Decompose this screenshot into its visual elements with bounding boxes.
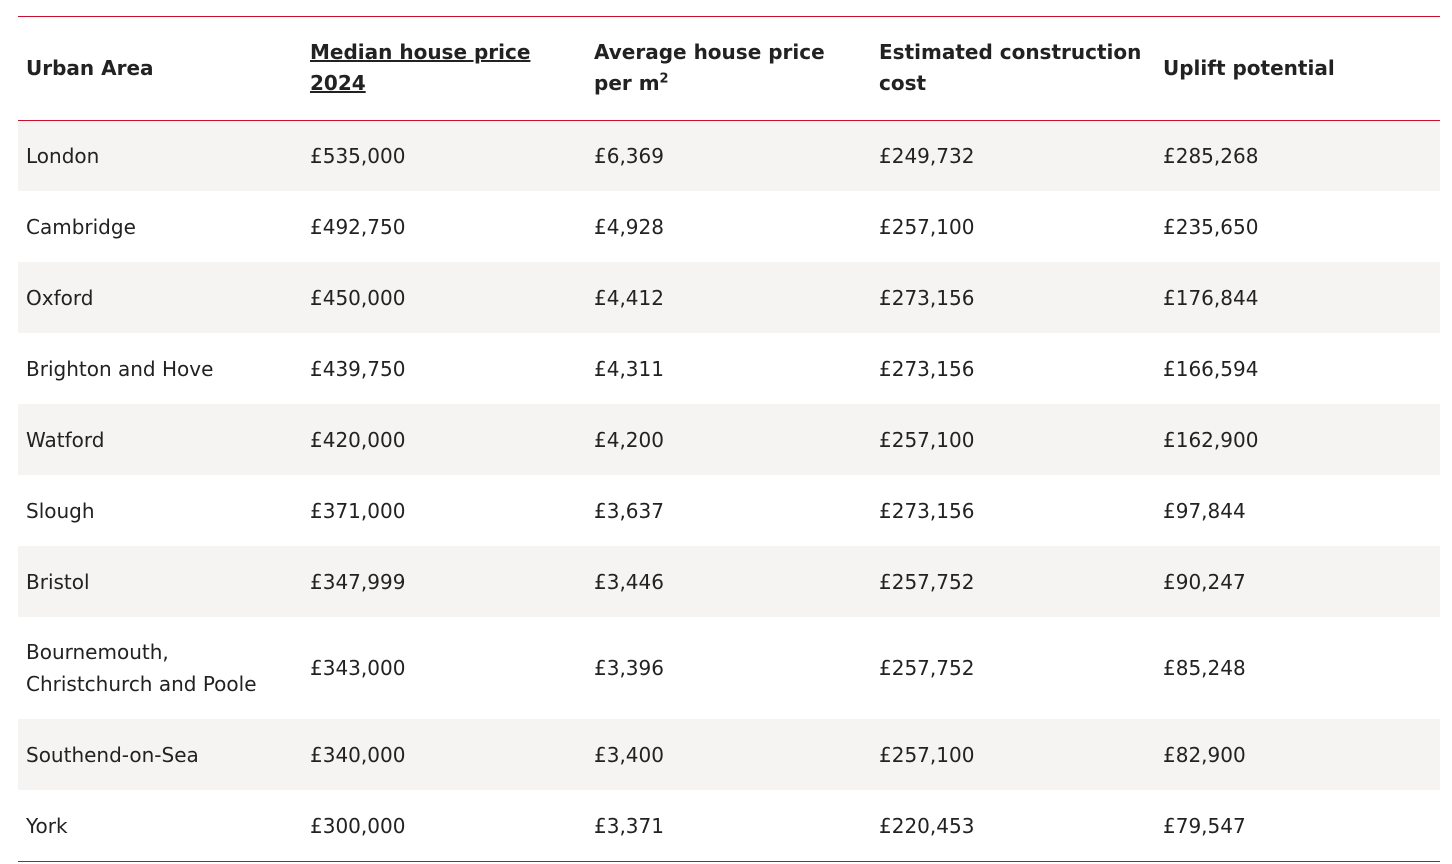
cell-median: £347,999: [310, 569, 406, 594]
cell-per-m2: £3,637: [594, 498, 664, 523]
cell-median: £439,750: [310, 356, 406, 381]
cell-construction: £257,100: [879, 427, 975, 452]
table-row: Slough £371,000 £3,637 £273,156 £97,844: [18, 475, 1440, 546]
table-row: Brighton and Hove £439,750 £4,311 £273,1…: [18, 333, 1440, 404]
cell-uplift: £162,900: [1163, 427, 1259, 452]
table-body: London £535,000 £6,369 £249,732 £285,268…: [18, 120, 1440, 861]
house-price-table: Urban Area Median house price 2024 Avera…: [18, 17, 1440, 861]
table-row: London £535,000 £6,369 £249,732 £285,268: [18, 120, 1440, 191]
cell-construction: £273,156: [879, 285, 975, 310]
cell-construction: £257,752: [879, 656, 975, 680]
cell-construction: £257,100: [879, 214, 975, 239]
table-row: Cambridge £492,750 £4,928 £257,100 £235,…: [18, 191, 1440, 262]
cell-per-m2: £3,371: [594, 813, 664, 838]
cell-uplift: £166,594: [1163, 356, 1259, 381]
cell-construction: £257,100: [879, 742, 975, 767]
cell-uplift: £82,900: [1163, 742, 1246, 767]
cell-construction: £220,453: [879, 813, 975, 838]
cell-uplift: £97,844: [1163, 498, 1246, 523]
cell-median: £343,000: [310, 656, 406, 680]
cell-area: London: [26, 143, 100, 168]
cell-area: Bournemouth, Christchurch and Poole: [26, 640, 257, 696]
cell-area: Bristol: [26, 569, 90, 594]
header-uplift-label: Uplift potential: [1163, 55, 1335, 80]
cell-uplift: £85,248: [1163, 656, 1246, 680]
cell-median: £420,000: [310, 427, 406, 452]
house-price-table-container: Urban Area Median house price 2024 Avera…: [18, 16, 1440, 862]
cell-uplift: £285,268: [1163, 143, 1259, 168]
header-urban-area-label: Urban Area: [26, 55, 154, 80]
table-header: Urban Area Median house price 2024 Avera…: [18, 17, 1440, 121]
cell-per-m2: £4,412: [594, 285, 664, 310]
cell-area: Cambridge: [26, 214, 136, 239]
cell-uplift: £235,650: [1163, 214, 1259, 239]
cell-median: £492,750: [310, 214, 406, 239]
header-uplift: Uplift potential: [1155, 17, 1440, 121]
cell-area: Southend-on-Sea: [26, 742, 199, 767]
cell-median: £300,000: [310, 813, 406, 838]
table-row: Bournemouth, Christchurch and Poole £343…: [18, 617, 1440, 719]
cell-per-m2: £3,396: [594, 656, 664, 680]
cell-median: £371,000: [310, 498, 406, 523]
header-urban-area: Urban Area: [18, 17, 302, 121]
cell-construction: £249,732: [879, 143, 975, 168]
table-row: Southend-on-Sea £340,000 £3,400 £257,100…: [18, 719, 1440, 790]
table-row: Watford £420,000 £4,200 £257,100 £162,90…: [18, 404, 1440, 475]
header-construction-cost-label: Estimated construction cost: [879, 40, 1142, 96]
table-row: York £300,000 £3,371 £220,453 £79,547: [18, 790, 1440, 861]
table-row: Bristol £347,999 £3,446 £257,752 £90,247: [18, 546, 1440, 617]
cell-median: £535,000: [310, 143, 406, 168]
cell-area: Oxford: [26, 285, 94, 310]
cell-per-m2: £3,400: [594, 742, 664, 767]
header-avg-price-m2: Average house price per m2: [586, 17, 871, 121]
cell-per-m2: £4,311: [594, 356, 664, 381]
cell-area: Brighton and Hove: [26, 356, 214, 381]
header-row: Urban Area Median house price 2024 Avera…: [18, 17, 1440, 121]
sort-median-price-link[interactable]: Median house price 2024: [310, 40, 531, 96]
cell-per-m2: £3,446: [594, 569, 664, 594]
cell-uplift: £90,247: [1163, 569, 1246, 594]
header-avg-price-m2-sup: 2: [659, 71, 669, 87]
cell-construction: £257,752: [879, 569, 975, 594]
header-avg-price-m2-label: Average house price per m: [594, 40, 825, 96]
cell-construction: £273,156: [879, 498, 975, 523]
header-median-price[interactable]: Median house price 2024: [302, 17, 586, 121]
header-construction-cost: Estimated construction cost: [871, 17, 1155, 121]
cell-per-m2: £4,200: [594, 427, 664, 452]
cell-median: £450,000: [310, 285, 406, 310]
cell-construction: £273,156: [879, 356, 975, 381]
cell-area: Slough: [26, 498, 95, 523]
cell-uplift: £79,547: [1163, 813, 1246, 838]
cell-per-m2: £6,369: [594, 143, 664, 168]
cell-area: Watford: [26, 427, 105, 452]
table-row: Oxford £450,000 £4,412 £273,156 £176,844: [18, 262, 1440, 333]
cell-median: £340,000: [310, 742, 406, 767]
cell-area: York: [26, 813, 68, 838]
cell-uplift: £176,844: [1163, 285, 1259, 310]
cell-per-m2: £4,928: [594, 214, 664, 239]
